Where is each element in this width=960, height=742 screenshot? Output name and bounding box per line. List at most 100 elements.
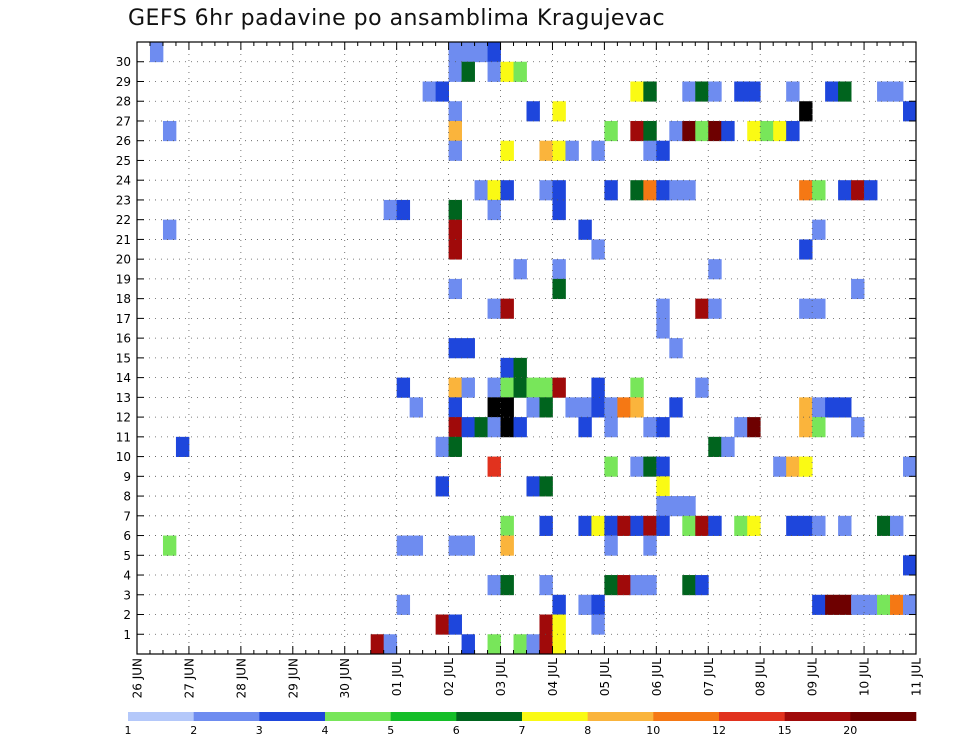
y-tick-label: 12 [116, 411, 131, 425]
heatmap-cell [396, 594, 411, 615]
heatmap-cell [383, 199, 398, 221]
heatmap-cell [890, 515, 904, 536]
heatmap-cell [851, 180, 865, 201]
heatmap-cell [552, 259, 566, 280]
heatmap-cell [773, 456, 787, 477]
y-tick-label: 7 [123, 509, 131, 523]
heatmap-cell [539, 377, 553, 398]
heatmap-cell [669, 120, 683, 142]
heatmap-cell [786, 120, 800, 142]
legend-label: 12 [712, 724, 726, 737]
heatmap-cell [591, 140, 605, 161]
heatmap-cell [591, 377, 605, 398]
heatmap-cell [474, 180, 488, 201]
heatmap-cells [149, 42, 917, 655]
heatmap-cell [500, 575, 514, 596]
heatmap-cell [513, 417, 527, 438]
color-legend: 1 2 3 4 5 6 7 8 10 12 15 20 [125, 712, 917, 737]
legend-swatch [522, 712, 588, 721]
heatmap-cell [539, 575, 553, 596]
heatmap-cell [500, 140, 514, 161]
heatmap-cell [461, 417, 475, 438]
heatmap-cell [409, 397, 424, 418]
heatmap-cell [838, 515, 852, 536]
heatmap-cell [695, 120, 709, 142]
heatmap-cell [643, 140, 657, 161]
x-tick-label: 04 JUL [546, 658, 560, 696]
y-tick-label: 22 [116, 213, 131, 227]
heatmap-cell [448, 120, 462, 142]
heatmap-cell [526, 397, 540, 418]
heatmap-cell [656, 140, 670, 161]
heatmap-cell [877, 594, 891, 615]
y-tick-label: 9 [123, 470, 131, 484]
heatmap-cell [578, 397, 592, 418]
heatmap-cell [552, 377, 566, 398]
heatmap-cell [695, 515, 709, 536]
y-tick-label: 25 [116, 154, 131, 168]
heatmap-cell [435, 614, 449, 635]
y-tick-label: 24 [116, 174, 131, 188]
legend-swatch [456, 712, 523, 721]
y-tick-label: 17 [116, 312, 131, 326]
heatmap-cell [734, 81, 748, 102]
heatmap-cell [669, 180, 683, 201]
heatmap-cell [851, 594, 865, 615]
heatmap-cell [604, 535, 618, 556]
heatmap-cell [539, 634, 553, 655]
heatmap-cell [903, 101, 917, 122]
y-tick-label: 23 [116, 193, 131, 207]
y-tick-label: 27 [116, 114, 131, 128]
heatmap-cell [487, 61, 501, 82]
heatmap-cell [565, 397, 579, 418]
heatmap-cell [539, 614, 553, 635]
heatmap-cell [461, 377, 475, 398]
heatmap-cell [526, 634, 540, 655]
heatmap-cell [734, 515, 748, 536]
heatmap-cell [149, 42, 164, 63]
heatmap-cell [799, 397, 813, 418]
heatmap-cell [747, 515, 761, 536]
heatmap-cell [903, 456, 917, 477]
heatmap-cell [643, 417, 657, 438]
heatmap-cell [500, 180, 514, 201]
heatmap-cell [591, 239, 605, 260]
heatmap-cell [721, 120, 735, 142]
heatmap-cell [604, 120, 618, 142]
heatmap-cell [487, 298, 501, 319]
heatmap-cell [526, 101, 540, 122]
heatmap-cell [487, 42, 501, 63]
heatmap-cell [630, 575, 644, 596]
heatmap-cell [162, 219, 177, 240]
heatmap-cell [682, 575, 696, 596]
heatmap-cell [578, 594, 592, 615]
heatmap-cell [773, 120, 787, 142]
heatmap-cell [799, 101, 813, 122]
heatmap-cell [630, 81, 644, 102]
heatmap-cell [656, 298, 670, 319]
heatmap-cell [682, 81, 696, 102]
heatmap-cell [682, 120, 696, 142]
heatmap-cell [812, 515, 826, 536]
heatmap-cell [630, 456, 644, 477]
y-tick-label: 3 [123, 588, 131, 602]
heatmap-cell [825, 594, 839, 615]
heatmap-cell [578, 515, 592, 536]
heatmap-cell [747, 81, 761, 102]
heatmap-cell [448, 42, 462, 63]
heatmap-cell [682, 496, 696, 517]
heatmap-cell [643, 575, 657, 596]
heatmap-cell [656, 476, 670, 497]
y-tick-label: 18 [116, 292, 131, 306]
x-tick-label: 30 JUN [338, 658, 352, 698]
heatmap-cell [513, 357, 527, 379]
heatmap-cell [786, 81, 800, 102]
heatmap-cell [630, 377, 644, 398]
heatmap-cell [604, 456, 618, 477]
heatmap-cell [461, 42, 475, 63]
heatmap-cell [552, 278, 566, 300]
y-tick-label: 4 [123, 569, 131, 583]
heatmap-cell [786, 456, 800, 477]
heatmap-cell [422, 81, 437, 102]
